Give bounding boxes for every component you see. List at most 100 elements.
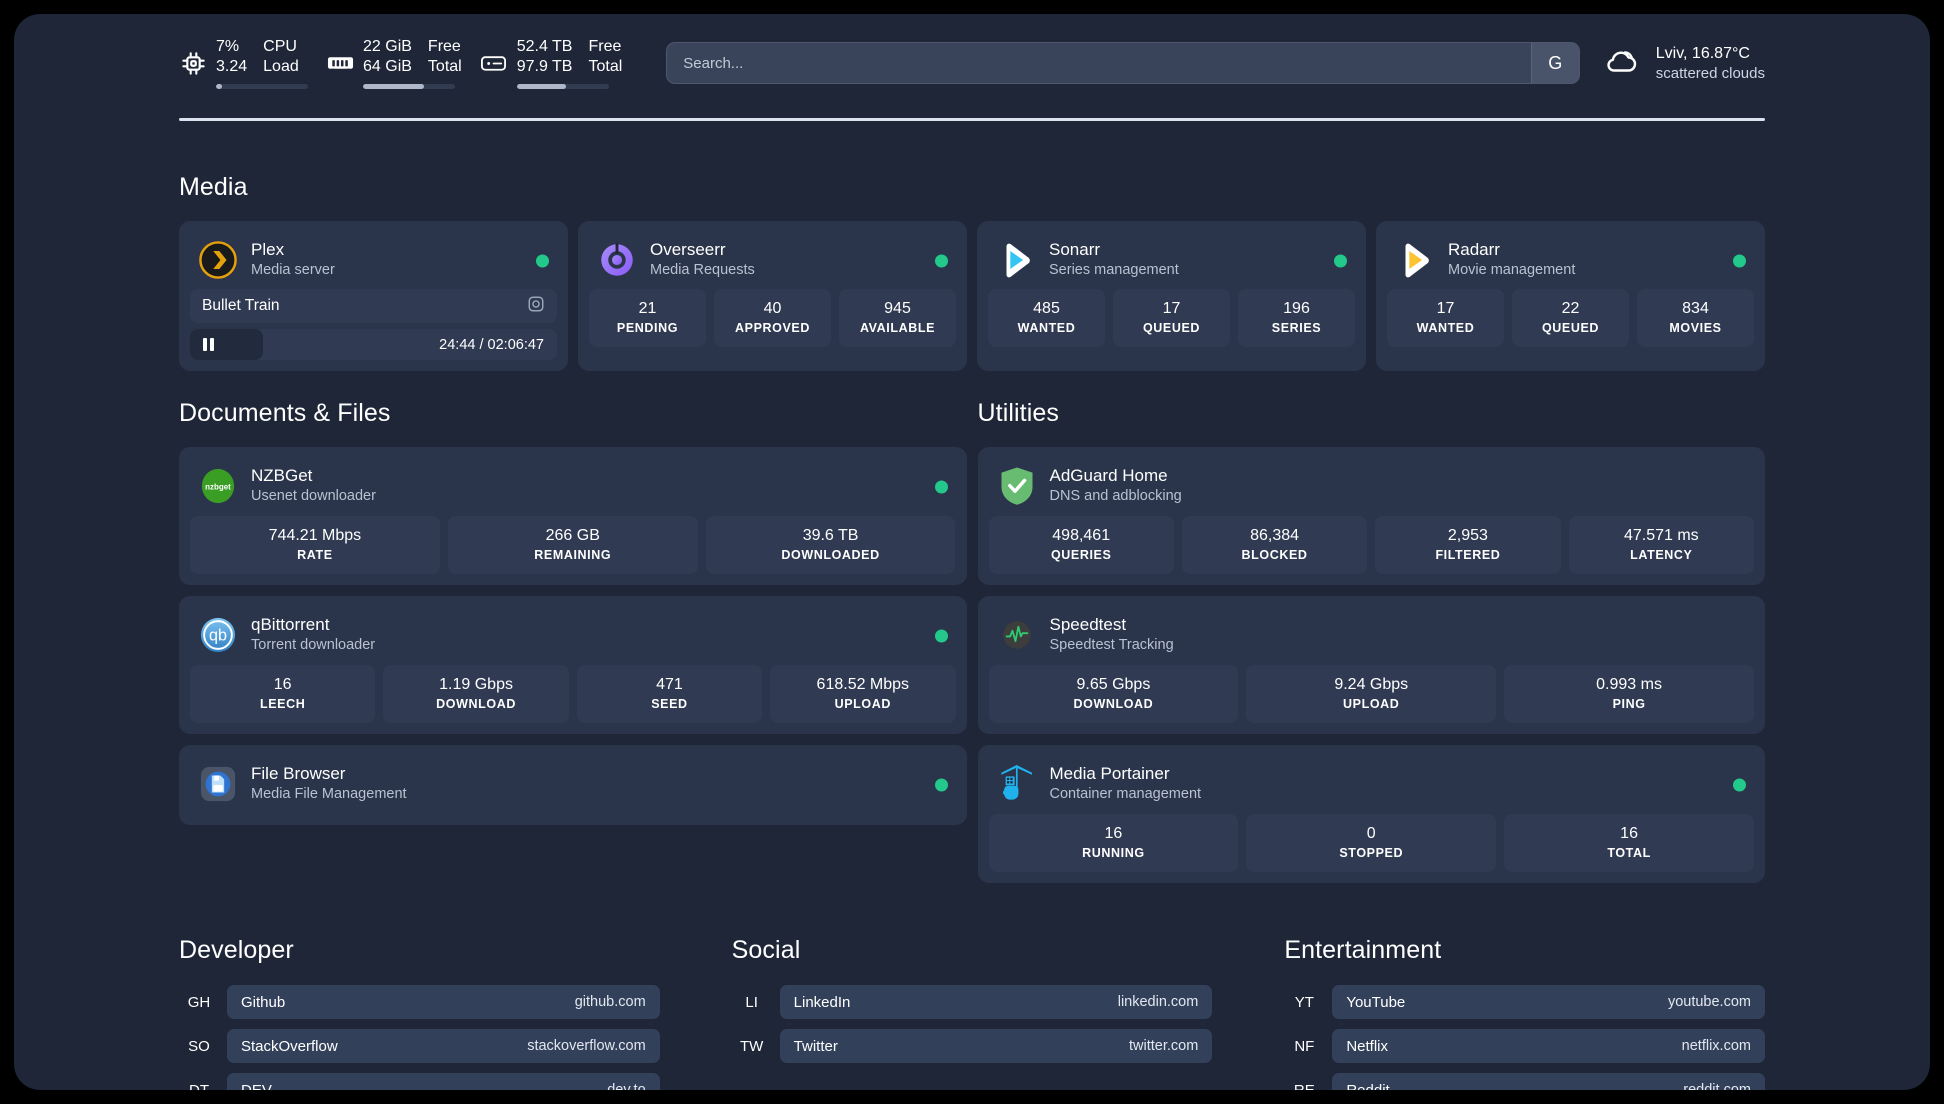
weather-condition: scattered clouds: [1655, 64, 1765, 82]
stat-tile[interactable]: 471 SEED: [576, 665, 763, 723]
stat-tile[interactable]: 0.993 ms PING: [1504, 665, 1754, 723]
bookmark-row[interactable]: SO StackOverflow stackoverflow.com: [179, 1029, 660, 1063]
stat-tile[interactable]: 945 AVAILABLE: [839, 289, 956, 347]
card-header[interactable]: File Browser Media File Management: [190, 756, 956, 814]
stat-progress-bar: [516, 84, 609, 89]
card-title: qBittorrent: [251, 615, 330, 634]
search-engine-button[interactable]: G: [1530, 43, 1579, 83]
system-stat-cpu: 7% 3.24 CPU Load: [179, 37, 308, 89]
card-subtitle: Media Requests: [650, 262, 755, 278]
card-header[interactable]: AdGuard Home DNS and adblocking: [989, 458, 1755, 516]
stat-tile[interactable]: 47.571 ms LATENCY: [1568, 516, 1754, 574]
cpu-icon: [179, 49, 207, 77]
bookmark-link[interactable]: Reddit reddit.com: [1332, 1073, 1765, 1090]
stat-value-primary: 52.4 TB: [516, 38, 573, 55]
card-subtitle: Speedtest Tracking: [1049, 637, 1174, 653]
record-icon[interactable]: [527, 295, 545, 318]
bookmark-row[interactable]: TW Twitter twitter.com: [732, 1029, 1213, 1063]
card-header[interactable]: Radarr Movie management: [1387, 232, 1754, 289]
service-card-plex[interactable]: Plex Media server Bullet Train 24:44 / 0…: [179, 221, 568, 371]
stat-tile[interactable]: 266 GB REMAINING: [447, 516, 698, 574]
card-subtitle: Torrent downloader: [251, 637, 376, 653]
stat-tile-label: UPLOAD: [834, 697, 891, 711]
card-header[interactable]: nzbget NZBGet Usenet downloader: [190, 458, 956, 516]
stat-tile[interactable]: 498,461 QUERIES: [988, 516, 1174, 574]
bookmark-link[interactable]: LinkedIn linkedin.com: [779, 985, 1213, 1019]
stat-tile[interactable]: 16 TOTAL: [1504, 814, 1754, 872]
card-header[interactable]: Sonarr Series management: [988, 232, 1355, 289]
stat-tile-label: APPROVED: [735, 321, 810, 335]
stat-tile[interactable]: 834 MOVIES: [1637, 289, 1754, 347]
bookmark-link[interactable]: DEV dev.to: [227, 1073, 660, 1090]
bookmark-row[interactable]: YT YouTube youtube.com: [1284, 985, 1765, 1019]
stat-tile[interactable]: 22 QUEUED: [1512, 289, 1629, 347]
card-header[interactable]: Speedtest Speedtest Tracking: [989, 607, 1755, 665]
bookmark-row[interactable]: LI LinkedIn linkedin.com: [732, 985, 1213, 1019]
bookmark-url: twitter.com: [1129, 1038, 1199, 1054]
playback-progress[interactable]: 24:44 / 02:06:47: [190, 329, 557, 360]
mid-section: Documents & Files nzbget NZBGet Usenet d…: [179, 399, 1765, 883]
stat-tile-value: 21: [638, 300, 657, 317]
stat-tile[interactable]: 485 WANTED: [988, 289, 1105, 347]
service-card-adguard-home[interactable]: AdGuard Home DNS and adblocking 498,461 …: [977, 447, 1765, 585]
stat-tile-value: 39.6 TB: [802, 527, 859, 544]
pause-icon[interactable]: [190, 338, 214, 351]
stat-tile-value: 9.24 Gbps: [1334, 676, 1409, 693]
bookmark-row[interactable]: NF Netflix netflix.com: [1284, 1029, 1765, 1063]
search-input[interactable]: [667, 43, 1531, 83]
stat-tile[interactable]: 0 STOPPED: [1246, 814, 1497, 872]
now-playing-row[interactable]: Bullet Train: [190, 289, 557, 323]
service-card-sonarr[interactable]: Sonarr Series management 485 WANTED 17 Q…: [977, 221, 1366, 371]
stat-tile[interactable]: 17 QUEUED: [1113, 289, 1230, 347]
stat-tile[interactable]: 618.52 Mbps UPLOAD: [770, 665, 956, 723]
stat-tile[interactable]: 196 SERIES: [1238, 289, 1355, 347]
card-header[interactable]: Plex Media server: [190, 232, 557, 289]
bookmark-row[interactable]: RE Reddit reddit.com: [1284, 1073, 1765, 1090]
bookmark-link[interactable]: Twitter twitter.com: [779, 1029, 1213, 1063]
stat-tile[interactable]: 16 RUNNING: [988, 814, 1239, 872]
stat-tile[interactable]: 40 APPROVED: [714, 289, 831, 347]
service-card-radarr[interactable]: Radarr Movie management 17 WANTED 22 QUE…: [1376, 221, 1765, 371]
stat-tile[interactable]: 39.6 TB DOWNLOADED: [705, 516, 956, 574]
bookmark-link[interactable]: Github github.com: [227, 985, 660, 1019]
stat-tile[interactable]: 21 PENDING: [589, 289, 706, 347]
service-card-speedtest[interactable]: Speedtest Speedtest Tracking 9.65 Gbps D…: [977, 596, 1765, 734]
bookmark-row[interactable]: GH Github github.com: [179, 985, 660, 1019]
bookmark-link[interactable]: YouTube youtube.com: [1332, 985, 1765, 1019]
system-stat-memory: 22 GiB 64 GiB Free Total: [326, 37, 462, 89]
stat-tile-label: PENDING: [616, 321, 679, 335]
stat-tile[interactable]: 16 LEECH: [190, 665, 376, 723]
service-card-overseerr[interactable]: Overseerr Media Requests 21 PENDING 40 A…: [578, 221, 967, 371]
card-title: Speedtest: [1049, 615, 1127, 634]
service-card-nzbget[interactable]: nzbget NZBGet Usenet downloader 744.21 M…: [179, 447, 967, 585]
service-card-file-browser[interactable]: File Browser Media File Management: [179, 745, 967, 825]
stat-tile[interactable]: 744.21 Mbps RATE: [190, 516, 440, 574]
stat-tile[interactable]: 9.65 Gbps DOWNLOAD: [988, 665, 1239, 723]
stats-row: 744.21 Mbps RATE 266 GB REMAINING 39.6 T…: [190, 516, 956, 574]
stat-label-primary: CPU: [263, 38, 297, 55]
search-bar[interactable]: G: [666, 42, 1580, 84]
portainer-icon: [998, 764, 1036, 803]
card-subtitle: DNS and adblocking: [1049, 488, 1182, 504]
stat-tile-value: 945: [884, 300, 911, 317]
bookmark-row[interactable]: DT DEV dev.to: [179, 1073, 660, 1090]
cloud-icon: [1602, 45, 1642, 82]
card-header[interactable]: Media Portainer Container management: [989, 756, 1755, 814]
stat-tile[interactable]: 17 WANTED: [1387, 289, 1504, 347]
card-header[interactable]: qb qBittorrent Torrent downloader: [190, 607, 956, 665]
service-card-media-portainer[interactable]: Media Portainer Container management 16 …: [977, 745, 1765, 883]
stat-tile[interactable]: 1.19 Gbps DOWNLOAD: [383, 665, 569, 723]
stats-row: 9.65 Gbps DOWNLOAD 9.24 Gbps UPLOAD 0.99…: [988, 665, 1755, 723]
stat-tile[interactable]: 9.24 Gbps UPLOAD: [1246, 665, 1497, 723]
stat-tile[interactable]: 86,384 BLOCKED: [1181, 516, 1368, 574]
stat-tile-value: 266 GB: [545, 527, 600, 544]
stat-tile-label: SEED: [651, 697, 688, 711]
stat-tile-value: 1.19 Gbps: [439, 676, 513, 693]
stat-tile[interactable]: 2,953 FILTERED: [1375, 516, 1561, 574]
bookmark-link[interactable]: Netflix netflix.com: [1332, 1029, 1765, 1063]
stat-tile-value: 834: [1682, 300, 1709, 317]
bookmark-link[interactable]: StackOverflow stackoverflow.com: [227, 1029, 660, 1063]
service-card-qbittorrent[interactable]: qb qBittorrent Torrent downloader 16 LEE…: [179, 596, 967, 734]
bookmark-name: YouTube: [1346, 993, 1406, 1011]
card-header[interactable]: Overseerr Media Requests: [589, 232, 956, 289]
